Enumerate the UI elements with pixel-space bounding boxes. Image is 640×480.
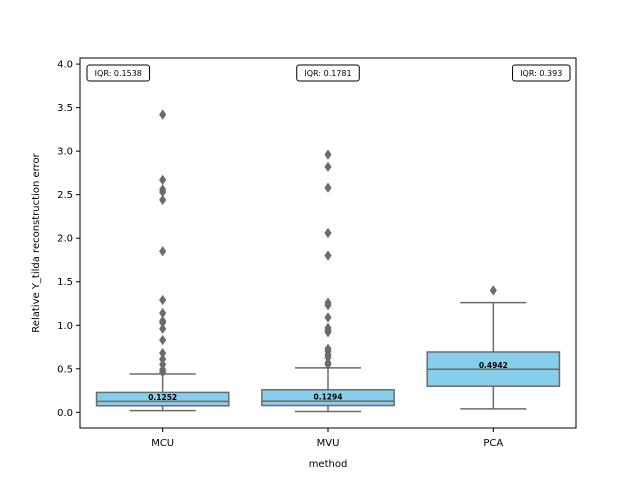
iqr-box xyxy=(296,64,360,82)
y-axis: 0.0 0.5 1.0 1.5 2.0 2.5 3.0 3.5 4.0 xyxy=(57,60,80,419)
y-tick-label: 1.0 xyxy=(57,321,73,332)
outlier-point xyxy=(324,161,332,173)
y-tick-label: 2.0 xyxy=(57,234,73,245)
outlier-point xyxy=(159,367,167,378)
y-tick-label: 3.5 xyxy=(57,103,73,114)
box-group-pca: 0.4942 IQR: 0.393 xyxy=(426,64,571,410)
outlier-point xyxy=(324,227,332,239)
outlier-point xyxy=(159,294,167,306)
box-group-mvu: 0.1294 IQR: 0.1781 xyxy=(261,64,395,413)
box-group-mcu: 0.1252 IQR: 0.1538 xyxy=(86,64,230,412)
y-tick-label: 2.5 xyxy=(57,190,73,201)
x-axis-label: method xyxy=(309,459,348,470)
x-axis: MCU MVU PCA xyxy=(151,428,503,449)
iqr-box xyxy=(86,64,151,82)
iqr-label: IQR: 0.393 xyxy=(520,69,562,78)
outlier-point xyxy=(324,359,332,370)
iqr-label: IQR: 0.1781 xyxy=(304,69,351,78)
outlier-point xyxy=(159,246,167,257)
y-tick-label: 1.5 xyxy=(57,277,73,288)
x-tick-label: MCU xyxy=(151,438,174,449)
outlier-point xyxy=(159,194,167,206)
y-tick-label: 3.0 xyxy=(57,147,73,158)
x-tick-label: PCA xyxy=(483,438,503,449)
outlier-point xyxy=(489,285,497,296)
outlier-point xyxy=(159,323,167,334)
outlier-point xyxy=(159,109,167,120)
median-value-label: 0.1252 xyxy=(148,393,177,402)
outlier-point xyxy=(324,182,332,193)
outlier-point xyxy=(324,300,332,311)
median-value-label: 0.1294 xyxy=(314,393,343,402)
y-axis-label: Relative Y_tilda reconstruction error xyxy=(31,152,42,332)
outlier-point xyxy=(324,250,332,261)
y-tick-label: 0.0 xyxy=(57,408,73,419)
box-iqr xyxy=(95,391,230,407)
iqr-box xyxy=(512,64,571,82)
outlier-point xyxy=(324,312,332,323)
outlier-point xyxy=(159,334,167,346)
y-tick-label: 0.5 xyxy=(57,364,73,375)
outlier-point xyxy=(324,326,332,338)
y-tick-label: 4.0 xyxy=(57,60,73,71)
median-value-label: 0.4942 xyxy=(479,361,508,370)
iqr-label: IQR: 0.1538 xyxy=(95,69,142,78)
plot-area: 0.1252 IQR: 0.1538 0.1294 IQR: 0.1781 0.4942… xyxy=(86,64,571,413)
x-tick-label: MVU xyxy=(317,438,340,449)
outlier-point xyxy=(159,174,167,186)
outlier-point xyxy=(324,149,332,160)
